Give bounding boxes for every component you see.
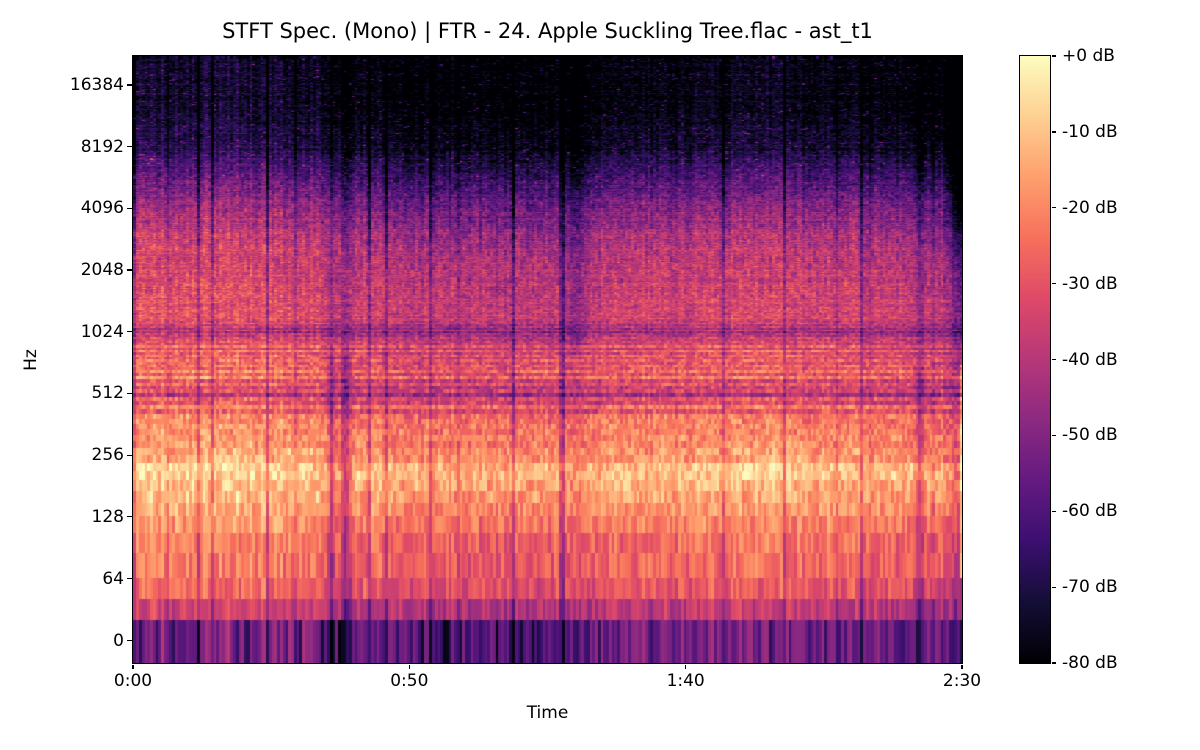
y-tick-mark [127, 454, 132, 456]
y-tick-mark [127, 331, 132, 333]
colorbar-tick-mark [1051, 55, 1056, 57]
y-tick-mark [127, 577, 132, 580]
y-tick-label: 512 [91, 383, 124, 404]
x-tick-mark [408, 664, 411, 669]
colorbar-tick-mark [1051, 510, 1056, 512]
colorbar-tick-label: -70 dB [1062, 577, 1118, 598]
colorbar-tick-mark [1051, 434, 1056, 437]
colorbar-tick-label: -60 dB [1062, 501, 1118, 522]
y-tick-mark [127, 84, 132, 86]
y-tick-mark [127, 207, 132, 209]
colorbar [1019, 55, 1051, 664]
x-tick-label: 0:50 [390, 671, 429, 691]
y-tick-label: 16384 [69, 74, 124, 95]
y-tick-label: 128 [91, 506, 124, 527]
colorbar-tick-label: -80 dB [1062, 653, 1118, 673]
colorbar-tick-label: -20 dB [1062, 197, 1118, 218]
colorbar-tick-mark [1051, 358, 1056, 361]
x-tick-mark [132, 664, 134, 669]
colorbar-tick-label: -10 dB [1062, 121, 1118, 142]
colorbar-tick-label: +0 dB [1062, 46, 1115, 66]
y-tick-label: 64 [102, 568, 124, 589]
y-tick-mark [127, 516, 132, 518]
chart-title: STFT Spec. (Mono) | FTR - 24. Apple Suck… [222, 19, 873, 43]
y-tick-label: 0 [113, 630, 124, 651]
y-tick-label: 8192 [80, 136, 124, 157]
colorbar-tick-label: -50 dB [1062, 425, 1118, 446]
x-tick-label: 2:30 [942, 671, 982, 691]
x-tick-mark [961, 664, 963, 669]
colorbar-tick-mark [1051, 207, 1056, 209]
y-tick-label: 1024 [80, 321, 124, 342]
colorbar-tick-mark [1051, 662, 1056, 664]
y-tick-mark [127, 269, 132, 271]
colorbar-tick-label: -40 dB [1062, 349, 1118, 370]
x-tick-mark [685, 664, 687, 669]
x-tick-label: 0:00 [113, 671, 153, 691]
spectrogram-plot-area [132, 55, 963, 664]
y-tick-mark [127, 392, 132, 395]
y-tick-mark [127, 146, 132, 148]
colorbar-tick-mark [1051, 283, 1056, 285]
y-tick-label: 256 [91, 445, 124, 466]
y-tick-mark [127, 639, 132, 642]
y-tick-label: 4096 [80, 198, 124, 219]
colorbar-tick-mark [1051, 586, 1056, 588]
y-tick-label: 2048 [80, 260, 124, 280]
x-axis-label: Time [526, 703, 569, 723]
y-axis-label: Hz [21, 349, 41, 371]
x-tick-label: 1:40 [666, 671, 705, 691]
colorbar-tick-mark [1051, 131, 1056, 133]
colorbar-tick-label: -30 dB [1062, 273, 1118, 294]
